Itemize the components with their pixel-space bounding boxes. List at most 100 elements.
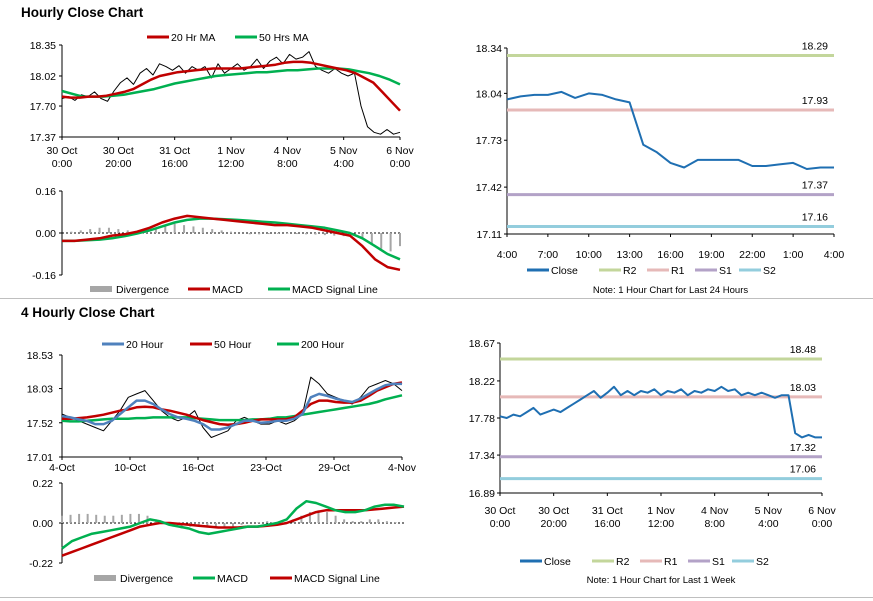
four-hourly-20hr-line [61,382,402,431]
hourly-price-xtick-label: 6 Nov [386,145,414,157]
four-hourly-200hr-legend-label: 200 Hour [301,339,345,351]
hourly-macd-divergence-legend-label: Divergence [116,284,169,296]
four-hourly-macd-line [61,499,405,550]
hourly-week-note: Note: 1 Hour Chart for Last 1 Week [587,575,736,586]
four-hourly-price-ytick-label: 17.01 [27,452,53,464]
hourly-price-ytick-label: 17.70 [30,101,56,113]
hourly-50hr-ma-legend-label: 50 Hrs MA [259,32,309,44]
hourly-price-xtick-label: 1 Nov [217,145,245,157]
hourly-24h-r2-label: 18.29 [802,41,828,53]
hourly-24h-ytick-label: 17.42 [476,182,502,194]
hourly-price-ytick-label: 17.37 [30,132,56,144]
four-hourly-20hr-legend-label: 20 Hour [126,339,164,351]
hourly-24h-close-legend-label: Close [551,265,578,277]
hourly-week-close-line [499,385,822,439]
hourly-24h-ytick-label: 17.73 [476,135,502,147]
hourly-week-xtick-label-time: 16:00 [594,518,620,530]
four-hourly-price-xtick-label: 4-Nov [388,462,417,474]
four-hourly-macd-macd-legend-label: MACD [217,573,248,585]
hourly-week-ytick-label: 17.78 [469,413,495,425]
bottom-divider [0,597,873,598]
hourly-24h-s1-label: 17.37 [802,180,828,192]
hourly-week-ytick-label: 17.34 [469,450,495,462]
hourly-24h-xtick-label: 4:00 [824,249,845,261]
hourly-macd-ytick-label: 0.00 [36,228,57,240]
hourly-price-xtick-label-time: 0:00 [52,158,73,170]
hourly-24h-close-line [506,90,834,170]
hourly-week-s1-label: 17.32 [790,442,816,454]
hourly-macd-macd-legend-label: MACD [212,284,243,296]
four-hourly-macd-ytick-label: -0.22 [29,558,53,570]
hourly-week-xtick-label: 30 Oct [485,505,516,517]
hourly-week-s2-legend-label: S2 [756,556,769,568]
four-hourly-section-title: 4 Hourly Close Chart [21,305,155,320]
hourly-price-xtick-label: 31 Oct [159,145,190,157]
hourly-24h-xtick-label: 4:00 [497,249,518,261]
hourly-week-ytick-label: 18.22 [469,376,495,388]
four-hourly-price-ytick-label: 17.52 [27,418,53,430]
hourly-price-xtick-label-time: 8:00 [277,158,298,170]
hourly-week-ytick-label: 18.67 [469,338,495,350]
hourly-20hr-ma-legend-label: 20 Hr MA [171,32,215,44]
hourly-price-xtick-label-time: 20:00 [105,158,131,170]
hourly-24h-s2-label: 17.16 [802,211,828,223]
hourly-price-ytick-label: 18.02 [30,71,56,83]
hourly-week-r2-legend-label: R2 [616,556,630,568]
four-hourly-macd-signal-line [61,505,405,557]
hourly-week-xtick-label-time: 0:00 [490,518,511,530]
hourly-week-r2-label: 18.48 [790,344,816,356]
hourly-24h-xtick-label: 1:00 [783,249,804,261]
hourly-price-xtick-label-time: 16:00 [162,158,188,170]
hourly-24h-xtick-label: 13:00 [616,249,642,261]
hourly-macd-ytick-label: -0.16 [32,270,56,282]
hourly-week-xtick-label: 30 Oct [538,505,569,517]
hourly-24h-xtick-label: 16:00 [657,249,683,261]
hourly-24h-r2-legend-label: R2 [623,265,637,277]
hourly-week-xtick-label-time: 4:00 [758,518,779,530]
hourly-week-xtick-label-time: 0:00 [812,518,833,530]
hourly-24h-ytick-label: 18.34 [476,43,502,55]
hourly-24h-xtick-label: 10:00 [576,249,602,261]
hourly-24h-xtick-label: 7:00 [538,249,559,261]
hourly-week-ytick-label: 16.89 [469,488,495,500]
four-hourly-price-xtick-label: 10-Oct [114,462,146,474]
four-hourly-macd-ytick-label: 0.00 [33,518,54,530]
hourly-price-xtick-label-time: 12:00 [218,158,244,170]
hourly-24h-s2-legend-label: S2 [763,265,776,277]
hourly-week-s2-label: 17.06 [790,464,816,476]
four-hourly-50hr-legend-label: 50 Hour [214,339,252,351]
hourly-20hr-ma-line [61,60,401,112]
hourly-week-xtick-label-time: 12:00 [648,518,674,530]
four-hourly-price-ytick-label: 18.53 [27,350,53,362]
hourly-24h-xtick-label: 22:00 [739,249,765,261]
hourly-macd-ytick-label: 0.16 [36,186,57,198]
four-hourly-price-xtick-label: 4-Oct [49,462,75,474]
hourly-week-r1-label: 18.03 [790,382,816,394]
hourly-24h-r1-legend-label: R1 [671,265,685,277]
hourly-24h-xtick-label: 19:00 [698,249,724,261]
hourly-macd-signal-legend-label: MACD Signal Line [292,284,378,296]
four-hourly-price-xtick-label: 29-Oct [318,462,350,474]
hourly-price-xtick-label: 30 Oct [47,145,78,157]
hourly-week-xtick-label-time: 8:00 [704,518,725,530]
hourly-section-title: Hourly Close Chart [21,5,144,20]
hourly-week-xtick-label: 4 Nov [701,505,729,517]
hourly-price-xtick-label-time: 4:00 [333,158,354,170]
hourly-week-close-legend-label: Close [544,556,571,568]
hourly-week-xtick-label: 6 Nov [808,505,836,517]
four-hourly-price-xtick-label: 23-Oct [250,462,282,474]
hourly-price-xtick-label: 30 Oct [103,145,134,157]
hourly-24h-s1-legend-label: S1 [719,265,732,277]
hourly-week-s1-legend-label: S1 [712,556,725,568]
four-hourly-macd-signal-legend-label: MACD Signal Line [294,573,380,585]
four-hourly-macd-divergence-legend-label: Divergence [120,573,173,585]
four-hourly-price-ytick-label: 18.03 [27,384,53,396]
hourly-macd-divergence-legend-swatch [90,286,112,292]
hourly-week-xtick-label-time: 20:00 [541,518,567,530]
section-divider [0,298,873,299]
hourly-24h-r1-label: 17.93 [802,95,828,107]
four-hourly-macd-ytick-label: 0.22 [33,478,54,490]
hourly-macd-signal-line [62,217,401,261]
hourly-24h-ytick-label: 18.04 [476,88,502,100]
